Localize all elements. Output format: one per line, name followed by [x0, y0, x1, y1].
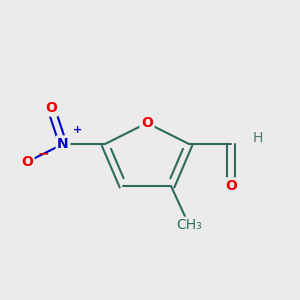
Text: CH₃: CH₃: [176, 218, 202, 232]
Text: O: O: [45, 101, 57, 115]
Text: N: N: [57, 137, 69, 151]
Text: +: +: [74, 125, 82, 136]
Text: H: H: [253, 131, 263, 145]
Text: O: O: [21, 155, 33, 169]
Text: O: O: [225, 179, 237, 193]
Text: O: O: [141, 116, 153, 130]
Text: −: −: [38, 146, 49, 160]
